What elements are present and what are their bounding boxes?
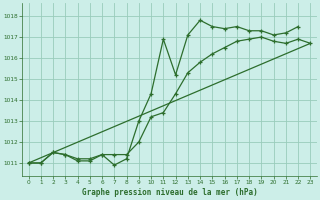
X-axis label: Graphe pression niveau de la mer (hPa): Graphe pression niveau de la mer (hPa) <box>82 188 257 197</box>
